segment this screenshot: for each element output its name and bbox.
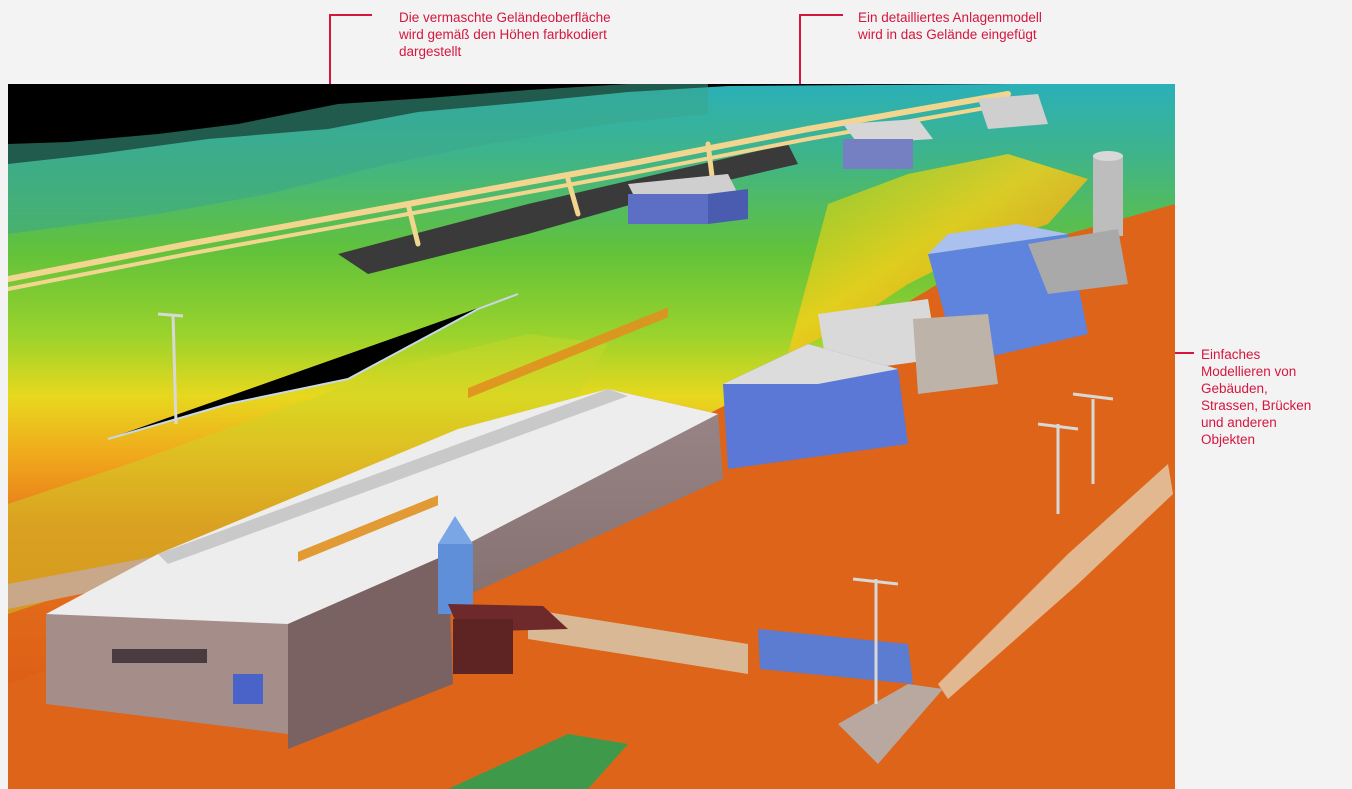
- fence-front-gate: [528, 609, 748, 674]
- lamp-posts: [157, 312, 1114, 704]
- distant-building-3: [978, 94, 1048, 129]
- walkway: [838, 684, 943, 764]
- lawn: [448, 734, 628, 789]
- blue-door: [233, 674, 263, 704]
- silo: [1093, 151, 1123, 236]
- building-blue-front: [723, 344, 908, 469]
- ridge-shadow: [8, 84, 708, 234]
- buildings-annotation: Einfaches Modellieren von Gebäuden, Stra…: [1201, 347, 1312, 447]
- distant-building-2: [843, 119, 933, 169]
- main-building-windows: [112, 307, 668, 663]
- entrance-canopy: [448, 604, 568, 674]
- main-office-building: [46, 389, 723, 749]
- plant-leader-vertical: [799, 14, 801, 152]
- plant-leader-horizontal: [799, 14, 843, 16]
- fence-back: [107, 293, 519, 440]
- road-under-pipes: [338, 144, 798, 274]
- slope-yellow-band-2: [8, 334, 608, 614]
- terrain-annotation: Die vermaschte Geländeoberfläche wird ge…: [399, 10, 611, 59]
- entrance-gate: [758, 629, 913, 684]
- terrain-3d-render: [8, 84, 1175, 789]
- distant-building-1: [628, 174, 748, 224]
- plant-model-annotation: Ein detailliertes Anlagenmodell wird in …: [858, 10, 1042, 42]
- glass-stair-tower: [438, 516, 473, 614]
- fence-front-right: [938, 464, 1173, 699]
- terrain-leader-horizontal: [329, 14, 372, 16]
